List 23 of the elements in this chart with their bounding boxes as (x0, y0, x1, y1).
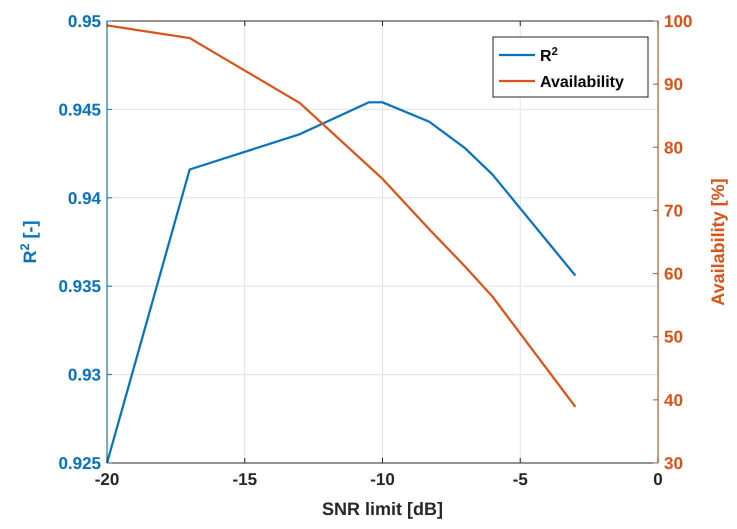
x-tick-label: 0 (653, 470, 663, 489)
y2-tick-label: 70 (664, 201, 683, 220)
y-tick-label: 0.945 (58, 100, 101, 120)
y2-axis-title: Availability [%] (708, 178, 728, 306)
y2-tick-label: 100 (664, 12, 692, 31)
y2-tick-label: 40 (664, 390, 683, 410)
x-tick-label: -20 (94, 470, 120, 489)
x-tick-label: -5 (512, 470, 528, 489)
y-tick-label: 0.94 (68, 188, 102, 208)
x-axis-title: SNR limit [dB] (322, 499, 443, 519)
y2-tick-label: 60 (664, 264, 683, 284)
x-tick-label: -10 (370, 470, 395, 489)
y2-tick-label: 80 (664, 138, 683, 158)
y2-tick-label: 30 (664, 454, 683, 473)
y-tick-label: 0.93 (68, 366, 101, 385)
legend-label: R$^{2}$ (540, 46, 558, 65)
y2-tick-label: 90 (664, 75, 683, 94)
x-tick-label: -15 (232, 470, 258, 489)
legend-label: Availability (540, 74, 624, 91)
y-tick-label: 0.935 (58, 277, 101, 296)
y-tick-label: 0.925 (58, 454, 101, 473)
y-tick-label: 0.95 (68, 12, 101, 31)
y2-tick-label: 50 (664, 328, 683, 347)
